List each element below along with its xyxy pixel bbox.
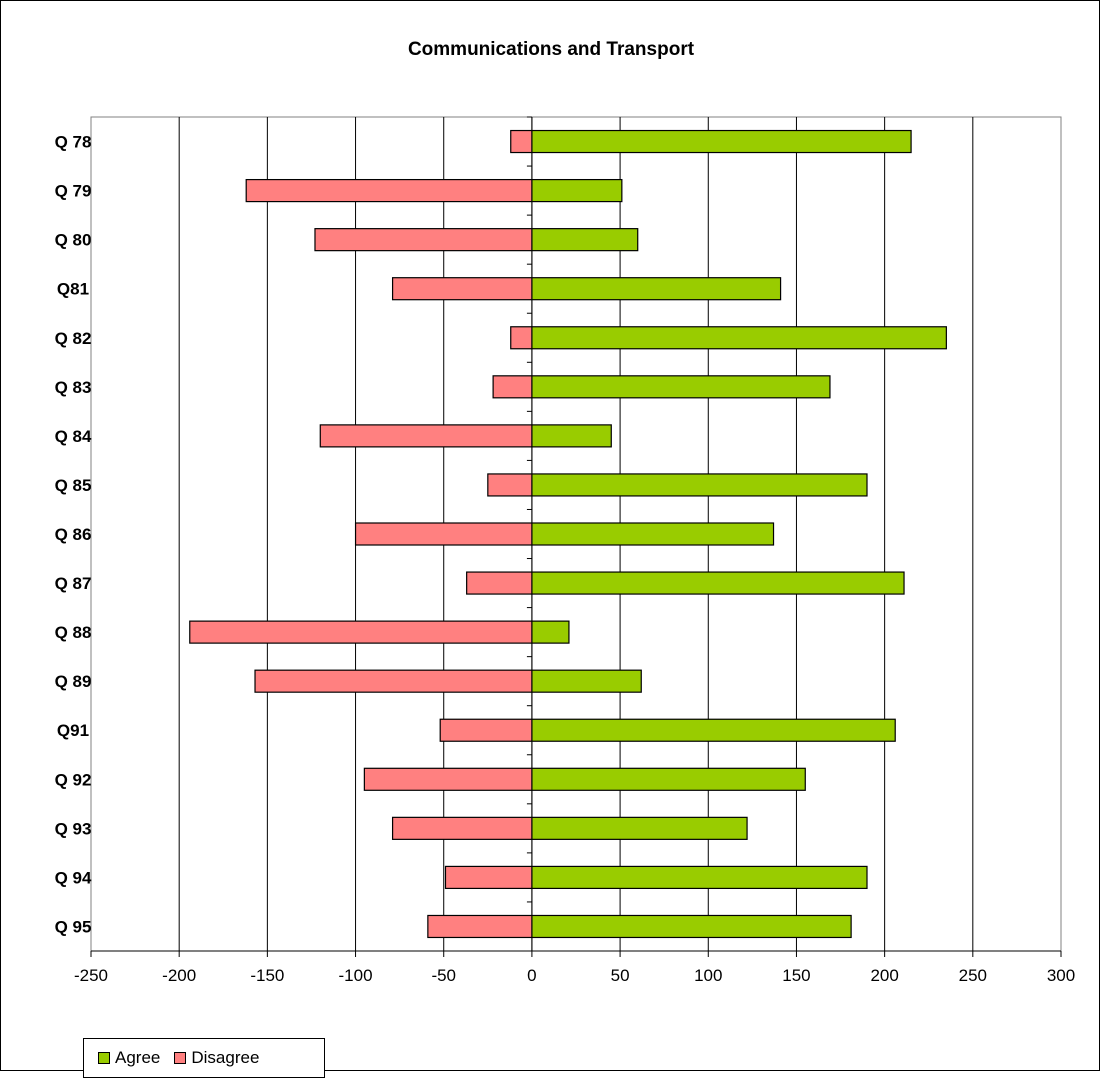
legend: Agree Disagree bbox=[83, 1038, 325, 1078]
bar-agree bbox=[531, 473, 868, 497]
bar-agree bbox=[531, 375, 831, 399]
labels: -250 -200 -150 -100 -50 0 50 100 150 200 250 300 Q 7… bbox=[55, 133, 1076, 985]
bar-agree bbox=[531, 718, 896, 742]
x-tick-label: 50 bbox=[611, 966, 630, 985]
category-label: Q 79 bbox=[55, 182, 92, 201]
x-tick-label: -200 bbox=[162, 966, 196, 985]
x-tick-label: 0 bbox=[527, 966, 536, 985]
bar-disagree bbox=[510, 129, 533, 154]
bar-disagree bbox=[444, 865, 533, 890]
bar-disagree bbox=[319, 424, 533, 448]
category-label: Q 95 bbox=[55, 917, 92, 936]
bar-disagree bbox=[391, 277, 533, 301]
x-tick-label: 200 bbox=[870, 966, 898, 985]
category-label: Q 93 bbox=[55, 819, 92, 838]
bar-agree bbox=[531, 522, 775, 546]
x-tick-label: -150 bbox=[250, 966, 284, 985]
bar-agree bbox=[531, 620, 570, 644]
chart-title: Communications and Transport bbox=[407, 39, 695, 60]
bar-agree bbox=[531, 767, 806, 791]
bar-agree bbox=[531, 178, 623, 203]
bar-agree bbox=[531, 129, 912, 154]
bar-agree bbox=[531, 865, 868, 890]
category-label: Q 89 bbox=[55, 672, 92, 691]
bar-disagree bbox=[427, 914, 533, 939]
bar-disagree bbox=[189, 620, 533, 644]
bar-agree bbox=[531, 571, 905, 595]
category-label: Q 80 bbox=[55, 231, 92, 250]
category-label: Q 87 bbox=[55, 574, 92, 593]
category-label: Q 85 bbox=[55, 476, 92, 495]
category-label: Q 88 bbox=[55, 623, 92, 642]
category-label: Q81 bbox=[57, 280, 89, 299]
legend-swatch-disagree bbox=[174, 1052, 187, 1064]
category-label: Q 92 bbox=[55, 770, 92, 789]
bar-disagree bbox=[391, 816, 533, 840]
bar-agree bbox=[531, 228, 639, 252]
bar-disagree bbox=[487, 473, 533, 497]
x-tick-label: 300 bbox=[1047, 966, 1075, 985]
bar-agree bbox=[531, 914, 852, 939]
category-label: Q91 bbox=[57, 721, 89, 740]
axes bbox=[90, 116, 1062, 957]
category-label: Q 82 bbox=[55, 329, 92, 348]
category-label: Q 94 bbox=[55, 868, 92, 887]
category-label: Q 83 bbox=[55, 378, 92, 397]
bar-disagree bbox=[245, 178, 533, 203]
legend-label-disagree: Disagree bbox=[191, 1048, 260, 1067]
bar-disagree bbox=[439, 718, 533, 742]
legend-label-agree: Agree bbox=[115, 1048, 161, 1067]
category-label: Q 84 bbox=[55, 427, 92, 446]
bar-disagree bbox=[492, 375, 533, 399]
category-label: Q 78 bbox=[55, 133, 92, 152]
x-tick-label: -100 bbox=[339, 966, 373, 985]
bar-agree bbox=[531, 669, 642, 693]
bar-agree bbox=[531, 326, 947, 350]
legend-swatch-agree bbox=[98, 1052, 110, 1064]
x-tick-label: 100 bbox=[694, 966, 722, 985]
x-tick-label: 150 bbox=[782, 966, 810, 985]
legend-item-disagree: Disagree bbox=[174, 1048, 259, 1068]
legend-item-agree: Agree bbox=[98, 1048, 160, 1068]
x-tick-label: 250 bbox=[959, 966, 987, 985]
bar-disagree bbox=[466, 571, 533, 595]
bar-agree bbox=[531, 277, 782, 301]
bar-disagree bbox=[510, 326, 533, 350]
bar-disagree bbox=[363, 767, 533, 791]
bar-agree bbox=[531, 424, 612, 448]
bar-disagree bbox=[254, 669, 533, 693]
x-tick-label: -50 bbox=[431, 966, 456, 985]
x-tick-label: -250 bbox=[74, 966, 108, 985]
bar-disagree bbox=[354, 522, 533, 546]
bar-disagree bbox=[314, 228, 533, 252]
category-label: Q 86 bbox=[55, 525, 92, 544]
bar-agree bbox=[531, 816, 748, 840]
bars bbox=[189, 129, 947, 939]
